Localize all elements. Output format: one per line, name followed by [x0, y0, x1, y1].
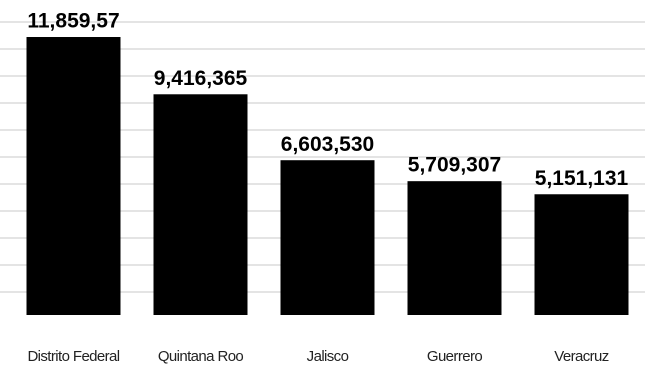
- bar: [153, 94, 248, 316]
- value-label: 11,859,57: [27, 10, 119, 33]
- value-label: 9,416,365: [154, 67, 248, 90]
- bar: [26, 37, 121, 315]
- bar: [534, 194, 629, 315]
- x-tick-label: Quintana Roo: [158, 348, 244, 365]
- bar: [407, 181, 502, 315]
- x-tick-label: Distrito Federal: [27, 348, 119, 365]
- value-label: 5,709,307: [408, 154, 501, 177]
- value-label: 6,603,530: [281, 133, 374, 156]
- x-tick-label: Guerrero: [427, 348, 482, 365]
- x-tick-label: Veracruz: [554, 348, 608, 365]
- x-tick-label: Jalisco: [307, 348, 349, 365]
- value-label: 5,151,131: [535, 167, 629, 190]
- bar: [280, 160, 375, 315]
